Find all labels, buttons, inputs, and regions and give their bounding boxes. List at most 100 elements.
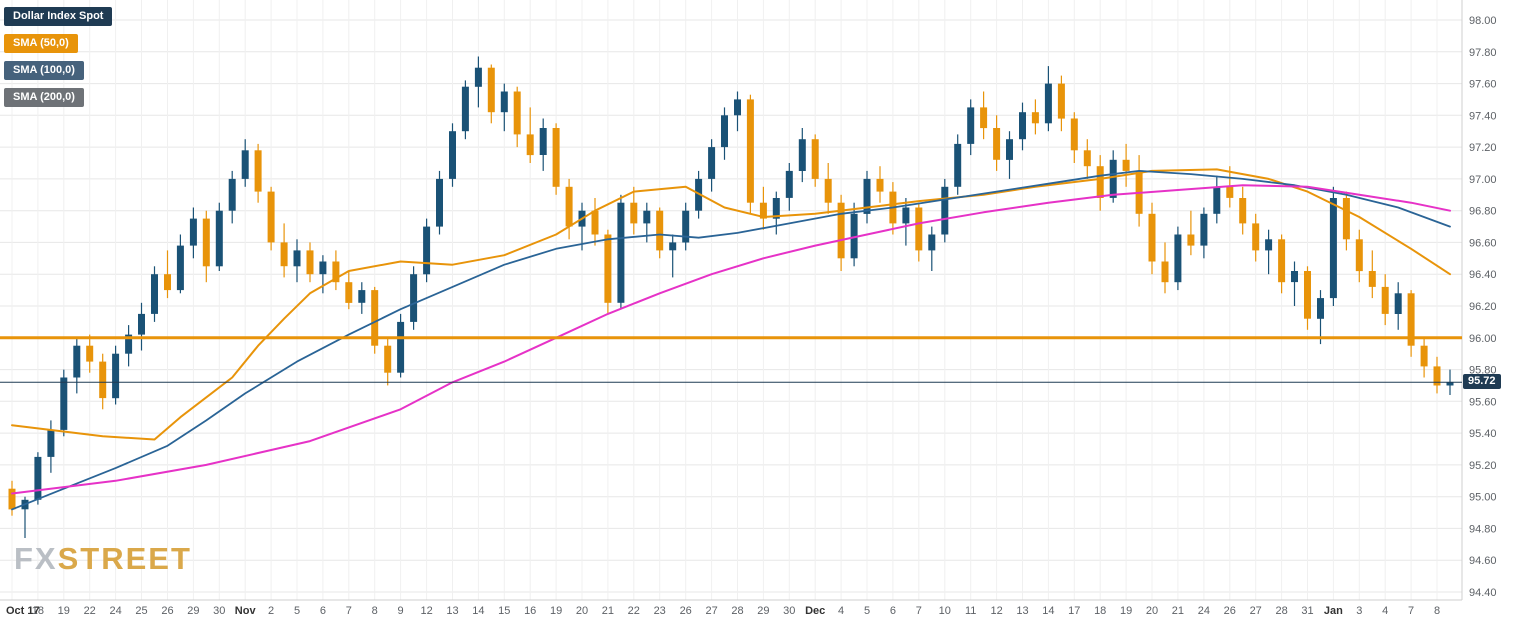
candle (436, 170, 443, 235)
candle (293, 239, 301, 283)
candle (1006, 131, 1013, 179)
legend-sma-200[interactable]: SMA (200,0) (4, 88, 84, 107)
svg-text:28: 28 (731, 605, 743, 617)
candle (1239, 186, 1247, 235)
candle (759, 186, 767, 230)
svg-text:97.60: 97.60 (1469, 79, 1497, 91)
svg-text:6: 6 (890, 605, 896, 617)
candle (980, 91, 988, 140)
candle (474, 56, 482, 108)
candle (1278, 234, 1286, 294)
candle (34, 452, 42, 505)
svg-text:97.80: 97.80 (1469, 47, 1497, 59)
candle (1381, 274, 1389, 326)
candle (1368, 250, 1376, 299)
svg-text:27: 27 (705, 605, 717, 617)
fxstreet-watermark-street: STREET (57, 541, 192, 576)
candle (682, 202, 690, 251)
svg-text:3: 3 (1356, 605, 1362, 617)
candle (721, 107, 728, 160)
candle (254, 143, 262, 203)
candle (1187, 210, 1195, 256)
candle (1148, 202, 1156, 275)
candle (60, 369, 68, 437)
svg-text:4: 4 (838, 605, 844, 617)
candle (1420, 337, 1428, 378)
svg-text:17: 17 (1068, 605, 1080, 617)
svg-text:95.80: 95.80 (1469, 365, 1497, 377)
candle (99, 353, 107, 410)
svg-text:2: 2 (268, 605, 274, 617)
candle (850, 202, 858, 267)
candle (565, 178, 573, 240)
candle (1096, 155, 1104, 211)
svg-text:31: 31 (1301, 605, 1313, 617)
candle (138, 302, 145, 351)
candle (487, 64, 495, 124)
svg-text:97.40: 97.40 (1469, 110, 1497, 122)
candle (125, 325, 133, 367)
svg-text:Dec: Dec (805, 605, 825, 617)
candle (1407, 290, 1415, 357)
candle (967, 99, 975, 156)
candle (1161, 242, 1169, 294)
sma-100-0-line (11, 169, 1451, 511)
candle (993, 115, 1001, 171)
candle (1083, 139, 1091, 179)
candle (280, 223, 288, 278)
candle (811, 134, 819, 187)
candle (1394, 282, 1402, 330)
candle (500, 83, 508, 132)
candle (1252, 213, 1260, 262)
svg-text:26: 26 (680, 605, 692, 617)
svg-text:95.40: 95.40 (1469, 428, 1497, 440)
svg-text:94.60: 94.60 (1469, 555, 1497, 567)
svg-text:7: 7 (916, 605, 922, 617)
svg-text:95.00: 95.00 (1469, 492, 1497, 504)
svg-text:27: 27 (1250, 605, 1262, 617)
candle (86, 334, 94, 373)
svg-text:94.80: 94.80 (1469, 523, 1497, 535)
legend-sma-50[interactable]: SMA (50,0) (4, 34, 78, 53)
svg-text:13: 13 (446, 605, 458, 617)
candle (371, 286, 379, 354)
candle (1044, 66, 1052, 132)
svg-text:96.80: 96.80 (1469, 206, 1497, 218)
candle (954, 134, 962, 195)
svg-text:95.60: 95.60 (1469, 396, 1497, 408)
svg-text:8: 8 (372, 605, 378, 617)
svg-text:98.00: 98.00 (1469, 15, 1497, 27)
svg-text:9: 9 (398, 605, 404, 617)
svg-text:5: 5 (294, 605, 300, 617)
svg-text:16: 16 (524, 605, 536, 617)
vertical-gridlines (11, 0, 1438, 600)
svg-text:19: 19 (1120, 605, 1132, 617)
svg-text:26: 26 (161, 605, 173, 617)
svg-text:25: 25 (135, 605, 147, 617)
axis-frame (0, 0, 1463, 601)
candle (941, 178, 949, 243)
candle (785, 163, 793, 211)
svg-text:22: 22 (84, 605, 96, 617)
svg-text:29: 29 (187, 605, 199, 617)
legend-sma-100[interactable]: SMA (100,0) (4, 61, 84, 80)
svg-text:20: 20 (1146, 605, 1158, 617)
candle (202, 210, 210, 283)
candle (189, 207, 197, 259)
svg-text:11: 11 (965, 605, 976, 617)
candle (1019, 102, 1026, 151)
candle (358, 282, 366, 314)
svg-text:7: 7 (1408, 605, 1414, 617)
candle (384, 337, 392, 386)
candle (1031, 99, 1039, 135)
candle (591, 198, 599, 246)
candle (928, 226, 936, 271)
candle (552, 123, 560, 195)
svg-text:10: 10 (939, 605, 951, 617)
candle (1070, 112, 1078, 163)
fxstreet-watermark: FXSTREET (14, 541, 192, 577)
candle (1213, 175, 1221, 224)
svg-text:96.40: 96.40 (1469, 269, 1497, 281)
legend-dollar-index-spot[interactable]: Dollar Index Spot (4, 7, 113, 26)
